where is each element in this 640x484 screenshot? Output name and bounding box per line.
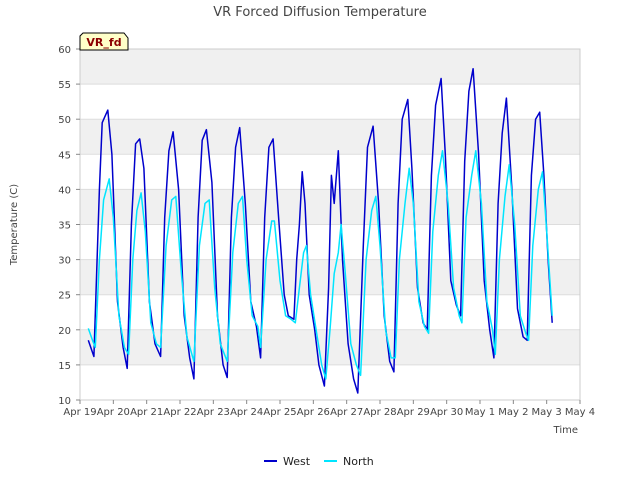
x-tick-label: Apr 30 <box>430 407 463 418</box>
y-tick-label: 20 <box>58 326 71 337</box>
x-tick-label: Apr 23 <box>197 407 230 418</box>
plot-band <box>80 119 580 155</box>
plot-band <box>80 84 580 120</box>
y-tick-label: 55 <box>58 80 71 91</box>
x-tick-label: Apr 21 <box>130 407 163 418</box>
x-tick-label: Apr 20 <box>97 407 130 418</box>
plot-band <box>80 154 580 190</box>
legend-label-west: West <box>283 455 311 468</box>
y-tick-label: 60 <box>58 45 71 56</box>
y-axis: 10 15 20 25 30 35 40 45 50 55 60 <box>58 45 80 407</box>
plot-band <box>80 259 580 295</box>
series-line-west <box>87 67 553 394</box>
y-tick-label: 10 <box>58 396 71 407</box>
x-tick-label: Apr 22 <box>163 407 196 418</box>
badge-shape <box>79 32 129 51</box>
chart-title: VR Forced Diffusion Temperature <box>213 5 427 20</box>
y-tick-label: 45 <box>58 150 71 161</box>
x-tick-label: Apr 19 <box>63 407 96 418</box>
x-tick-label: May 3 <box>532 407 562 418</box>
x-axis-label: Time <box>553 425 578 436</box>
y-tick-label: 25 <box>58 291 71 302</box>
x-tick-label: May 2 <box>498 407 528 418</box>
vr-fd-badge: VR_fd <box>79 32 129 51</box>
series-line-north <box>87 150 553 380</box>
y-axis-label: Temperature (C) <box>9 184 20 266</box>
plot-band <box>80 364 580 400</box>
series-layer <box>87 67 553 394</box>
y-tick-label: 50 <box>58 115 71 126</box>
x-tick-label: Apr 25 <box>263 407 296 418</box>
legend-label-north: North <box>343 455 374 468</box>
y-tick-label: 40 <box>58 185 71 196</box>
x-tick-label: May 1 <box>465 407 495 418</box>
y-tick-label: 15 <box>58 361 71 372</box>
y-tick-label: 35 <box>58 221 71 232</box>
plot-band <box>80 49 580 85</box>
x-tick-label: Apr 26 <box>297 407 330 418</box>
legend: West North <box>264 455 374 468</box>
x-tick-label: May 4 <box>565 407 595 418</box>
y-tick-label: 30 <box>58 256 71 267</box>
x-tick-label: Apr 24 <box>230 407 263 418</box>
x-tick-label: Apr 29 <box>397 407 430 418</box>
badge-text: VR_fd <box>86 36 121 49</box>
x-axis: Apr 19 Apr 20 Apr 21 Apr 22 Apr 23 Apr 24 Apr … <box>63 400 595 418</box>
x-tick-label: Apr 27 <box>330 407 363 418</box>
x-tick-label: Apr 28 <box>363 407 396 418</box>
